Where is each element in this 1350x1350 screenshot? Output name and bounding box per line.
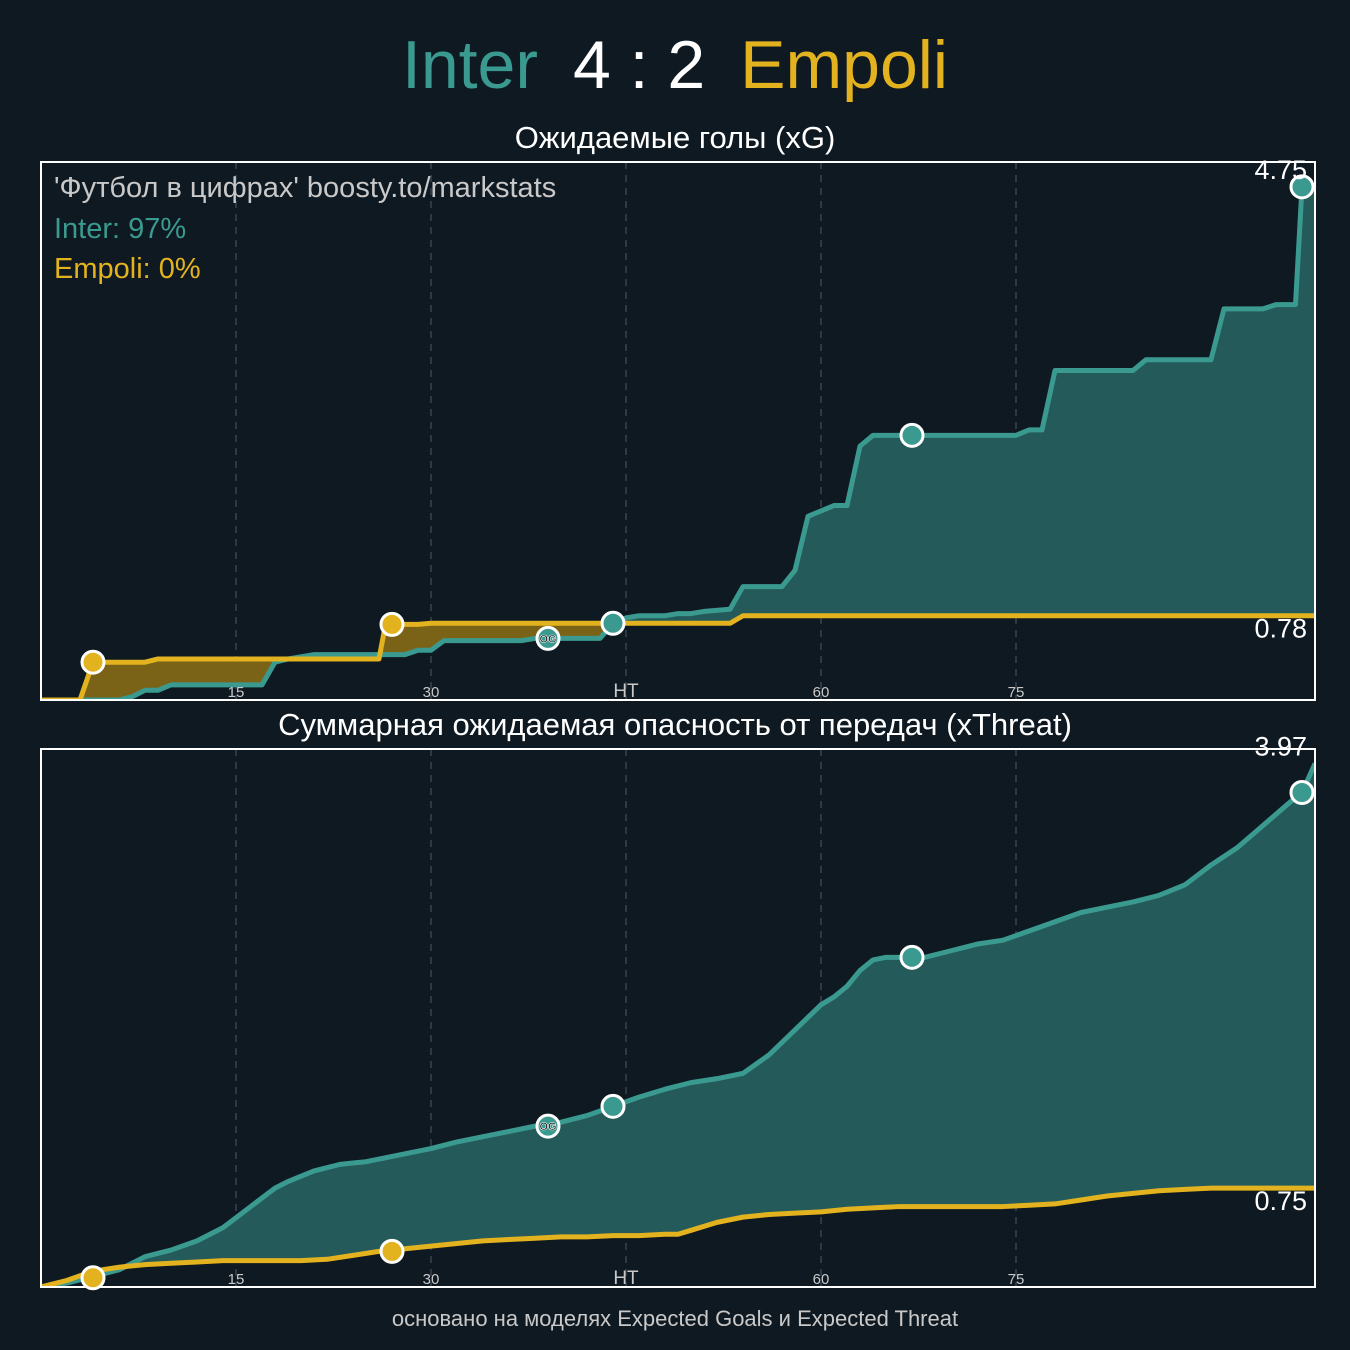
xg-chart: 15 30 HT 60 75 OG 4.75 0.78 xyxy=(40,155,1316,702)
x-tick-label: 30 xyxy=(423,684,440,701)
goal-marker xyxy=(899,944,925,970)
home-final-value: 4.75 xyxy=(1254,155,1307,185)
plot-frame xyxy=(40,748,1316,1288)
x-tick-label: HT xyxy=(613,681,639,702)
goal-marker xyxy=(899,422,925,448)
x-tick-label: 75 xyxy=(1008,1271,1025,1288)
away-series-line xyxy=(41,1185,1315,1287)
away-team-name: Empoli xyxy=(740,27,949,103)
x-tick-label: 60 xyxy=(813,1271,830,1288)
away-advantage-fill xyxy=(82,658,286,700)
goal-marker xyxy=(80,649,106,675)
home-advantage-fill xyxy=(613,186,1315,624)
goal-marker xyxy=(379,611,405,637)
x-tick-label: 60 xyxy=(813,684,830,701)
x-tick-label: HT xyxy=(613,1268,639,1289)
home-final-value: 3.97 xyxy=(1254,732,1307,762)
goal-marker xyxy=(80,1265,106,1291)
x-tick-label: 75 xyxy=(1008,684,1025,701)
goal-marker xyxy=(535,1113,561,1139)
xg-chart-title: Ожидаемые голы (xG) xyxy=(514,120,836,155)
own-goal-label: OG xyxy=(539,1121,556,1133)
match-score: 4 : 2 xyxy=(572,27,706,103)
xthreat-chart: 15 30 HT 60 75 OG 3.97 0.75 xyxy=(40,732,1316,1291)
goal-marker xyxy=(379,1238,405,1264)
goal-marker xyxy=(1289,780,1315,806)
home-advantage-fill xyxy=(127,763,1315,1267)
xthreat-chart-title: Суммарная ожидаемая опасность от передач… xyxy=(278,707,1072,742)
match-header: Inter 4 : 2 Empoli xyxy=(0,26,1350,104)
goal-marker xyxy=(1289,174,1315,200)
credit-text: 'Футбол в цифрах' boosty.to/markstats xyxy=(54,172,557,204)
home-win-probability: Inter: 97% xyxy=(54,213,187,245)
x-tick-label: 15 xyxy=(228,684,245,701)
home-series-line xyxy=(41,184,1315,700)
goal-marker xyxy=(600,1093,626,1119)
away-final-value: 0.78 xyxy=(1254,614,1307,644)
away-series-line xyxy=(41,613,1315,700)
goal-marker xyxy=(535,625,561,651)
own-goal-label: OG xyxy=(539,633,556,645)
x-tick-label: 15 xyxy=(228,1271,245,1288)
away-win-probability: Empoli: 0% xyxy=(54,253,201,285)
plot-frame xyxy=(40,161,1316,701)
footer-note: основано на моделях Expected Goals и Exp… xyxy=(391,1306,959,1331)
home-series-line xyxy=(41,762,1315,1287)
goal-marker xyxy=(600,610,626,636)
away-final-value: 0.75 xyxy=(1254,1186,1307,1216)
home-team-name: Inter xyxy=(401,27,539,103)
x-tick-label: 30 xyxy=(423,1271,440,1288)
